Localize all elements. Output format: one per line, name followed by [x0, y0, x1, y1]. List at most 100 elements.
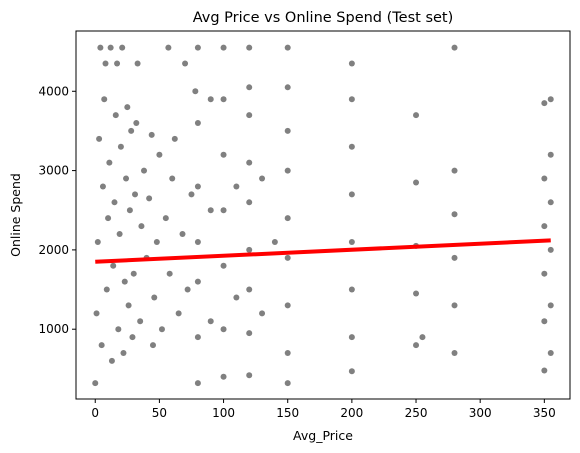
- scatter-point: [413, 112, 420, 119]
- scatter-point: [284, 302, 291, 309]
- scatter-point: [348, 238, 355, 245]
- scatter-point: [128, 127, 135, 134]
- scatter-point: [284, 84, 291, 91]
- scatter-point: [175, 310, 182, 317]
- scatter-point: [284, 380, 291, 387]
- scatter-point: [207, 96, 214, 103]
- scatter-point: [101, 96, 108, 103]
- scatter-point: [413, 179, 420, 186]
- scatter-point: [194, 183, 201, 190]
- scatter-point: [259, 175, 266, 182]
- scatter-point: [133, 120, 140, 126]
- scatter-point: [259, 310, 266, 317]
- scatter-point: [233, 183, 240, 190]
- scatter-point: [129, 334, 136, 341]
- scatter-point: [246, 372, 253, 379]
- x-tick-label: 0: [91, 406, 99, 420]
- scatter-point: [96, 135, 103, 142]
- scatter-point: [121, 278, 128, 285]
- scatter-point: [547, 151, 554, 158]
- scatter-point: [165, 44, 172, 51]
- scatter-point: [284, 215, 291, 222]
- scatter-point: [348, 143, 355, 150]
- scatter-point: [123, 175, 130, 182]
- scatter-point: [194, 120, 201, 126]
- scatter-point: [194, 334, 201, 341]
- scatter-point: [246, 286, 253, 293]
- scatter-point: [103, 286, 110, 293]
- scatter-point: [541, 270, 548, 277]
- scatter-point: [348, 368, 355, 375]
- x-tick-label: 300: [469, 406, 492, 420]
- scatter-point: [220, 151, 227, 158]
- scatter-point: [284, 44, 291, 51]
- scatter-point: [169, 175, 176, 182]
- scatter-point: [419, 334, 426, 341]
- x-axis-label: Avg_Price: [293, 428, 353, 443]
- scatter-point: [99, 183, 106, 190]
- x-axis: 0 50 100 150 200 250 300 350: [91, 399, 556, 420]
- scatter-point: [541, 318, 548, 325]
- scatter-point: [246, 112, 253, 119]
- scatter-point: [114, 60, 121, 67]
- scatter-point: [194, 44, 201, 51]
- scatter-point: [547, 96, 554, 103]
- plot-frame: [75, 30, 571, 400]
- scatter-point: [134, 60, 141, 67]
- y-axis-label: Online Spend: [8, 173, 23, 257]
- scatter-point: [284, 167, 291, 174]
- scatter-point: [111, 199, 118, 206]
- scatter-point: [94, 238, 101, 245]
- scatter-point: [107, 44, 114, 51]
- scatter-point: [194, 380, 201, 387]
- scatter-point: [246, 159, 253, 166]
- scatter-point: [116, 231, 123, 238]
- scatter-point: [207, 318, 214, 325]
- scatter-point: [92, 380, 99, 387]
- scatter-point: [120, 350, 127, 356]
- scatter-point: [348, 96, 355, 103]
- y-axis: 1000 2000 3000 4000: [38, 84, 76, 336]
- scatter-point: [541, 175, 548, 182]
- scatter-point: [105, 215, 112, 222]
- scatter-point: [93, 310, 100, 317]
- y-tick-label: 3000: [38, 164, 69, 178]
- scatter-point: [179, 231, 186, 238]
- x-tick-label: 350: [533, 406, 556, 420]
- data-points: [92, 44, 554, 387]
- scatter-point: [451, 211, 458, 218]
- scatter-point: [541, 223, 548, 230]
- scatter-point: [220, 207, 227, 214]
- regression-line-path: [95, 238, 551, 264]
- scatter-point: [413, 290, 420, 297]
- scatter-point: [451, 254, 458, 261]
- x-tick-label: 150: [276, 406, 299, 420]
- scatter-point: [271, 238, 278, 245]
- scatter-point: [451, 167, 458, 174]
- x-tick-label: 100: [212, 406, 235, 420]
- scatter-point: [413, 342, 420, 349]
- scatter-point: [153, 238, 160, 245]
- scatter-point: [106, 159, 113, 166]
- scatter-point: [348, 191, 355, 198]
- scatter-point: [541, 367, 548, 374]
- scatter-point: [141, 167, 148, 174]
- scatter-point: [162, 215, 169, 222]
- chart-title: Avg Price vs Online Spend (Test set): [193, 10, 454, 26]
- scatter-point: [348, 334, 355, 341]
- y-tick-label: 1000: [38, 322, 69, 336]
- scatter-point: [451, 44, 458, 51]
- scatter-point: [547, 246, 554, 253]
- scatter-point: [207, 207, 214, 214]
- scatter-point: [124, 104, 131, 111]
- scatter-point: [146, 195, 153, 202]
- scatter-point: [138, 223, 145, 230]
- scatter-point: [102, 60, 109, 67]
- scatter-point: [108, 357, 115, 364]
- scatter-point: [184, 286, 191, 293]
- x-tick-label: 50: [152, 406, 167, 420]
- x-tick-label: 250: [405, 406, 428, 420]
- scatter-point: [151, 294, 158, 301]
- scatter-point: [112, 112, 119, 119]
